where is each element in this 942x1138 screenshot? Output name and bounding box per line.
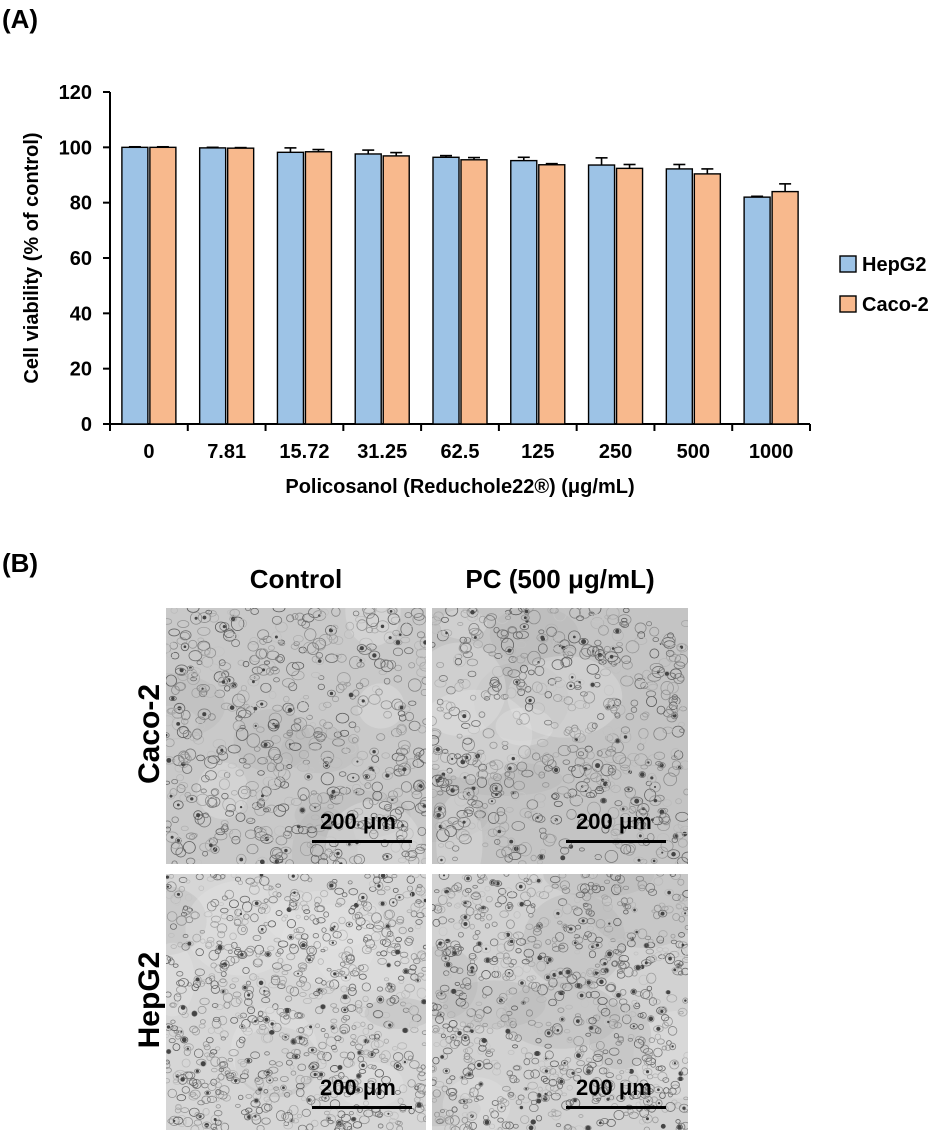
legend-label-caco-2: Caco-2 <box>862 294 929 316</box>
row-title-hepg2: HepG2 <box>133 951 166 1049</box>
bar-hepg2 <box>665 168 694 425</box>
scale-label: 200 μm <box>320 1075 396 1100</box>
scale-label: 200 μm <box>576 809 652 834</box>
cell-texture <box>432 874 688 1130</box>
y-tick-label: 0 <box>81 414 92 436</box>
legend-label-hepg2: HepG2 <box>862 254 926 276</box>
x-tick-label: 31.25 <box>357 441 407 463</box>
legend-swatch-hepg2 <box>839 255 857 273</box>
row-title-caco2: Caco-2 <box>133 683 166 785</box>
bar-hepg2 <box>121 146 149 425</box>
y-tick-label: 100 <box>59 137 92 159</box>
micrograph-hepg2-pc <box>432 874 688 1130</box>
scale-label: 200 μm <box>576 1075 652 1100</box>
bar-caco-2 <box>304 151 333 425</box>
bar-caco-2 <box>149 146 177 425</box>
bar-hepg2 <box>354 153 382 425</box>
scale-bar <box>312 1106 412 1109</box>
x-axis-title: Policosanol (Reduchole22®) (μg/mL) <box>285 476 634 498</box>
bar-caco-2 <box>615 167 644 425</box>
panel-a-label: (A) <box>2 4 39 34</box>
x-tick-label: 7.81 <box>207 441 246 463</box>
x-tick-label: 15.72 <box>279 441 329 463</box>
bar-hepg2 <box>743 196 771 425</box>
bar-hepg2 <box>198 147 227 425</box>
cell-texture <box>166 608 426 864</box>
bar-caco-2 <box>771 190 799 425</box>
bar-hepg2 <box>587 164 616 425</box>
cell-texture <box>166 874 426 1130</box>
x-tick-label: 250 <box>599 441 632 463</box>
legend-swatch-caco-2 <box>839 295 857 313</box>
column-title-control: Control <box>249 564 343 594</box>
bar-caco-2 <box>693 173 722 425</box>
x-tick-label: 1000 <box>749 441 794 463</box>
bar-hepg2 <box>510 159 538 425</box>
x-tick-label: 62.5 <box>441 441 480 463</box>
x-tick-label: 500 <box>677 441 710 463</box>
bar-caco-2 <box>538 164 566 425</box>
micrograph-hepg2-control <box>166 874 426 1130</box>
panel-b-label: (B) <box>2 548 39 578</box>
bar-chart: 0 20 40 60 80 100 120 0 7.81 15.72 31.25 62.5 125 250… <box>21 82 929 498</box>
y-tick-label: 120 <box>59 82 92 104</box>
y-tick-label: 20 <box>70 359 92 381</box>
y-tick-label: 40 <box>70 303 92 325</box>
bar-hepg2 <box>276 151 305 425</box>
micrograph-caco2-pc <box>432 608 688 864</box>
bar-caco-2 <box>460 159 488 425</box>
y-tick-label: 80 <box>70 193 92 215</box>
bar-caco-2 <box>382 155 410 425</box>
scale-bar <box>312 840 412 843</box>
bar-caco-2 <box>226 147 255 425</box>
x-tick-label: 125 <box>521 441 554 463</box>
column-title-pc: PC (500 μg/mL) <box>465 564 655 594</box>
scale-bar <box>566 840 666 843</box>
y-tick-label: 60 <box>70 248 92 270</box>
bar-hepg2 <box>432 156 460 425</box>
cell-texture <box>432 608 688 864</box>
scale-bar <box>566 1106 666 1109</box>
micrograph-caco2-control <box>166 608 426 864</box>
scale-label: 200 μm <box>320 809 396 834</box>
x-tick-label: 0 <box>143 441 154 463</box>
y-axis-title: Cell viability (% of control) <box>21 132 43 383</box>
